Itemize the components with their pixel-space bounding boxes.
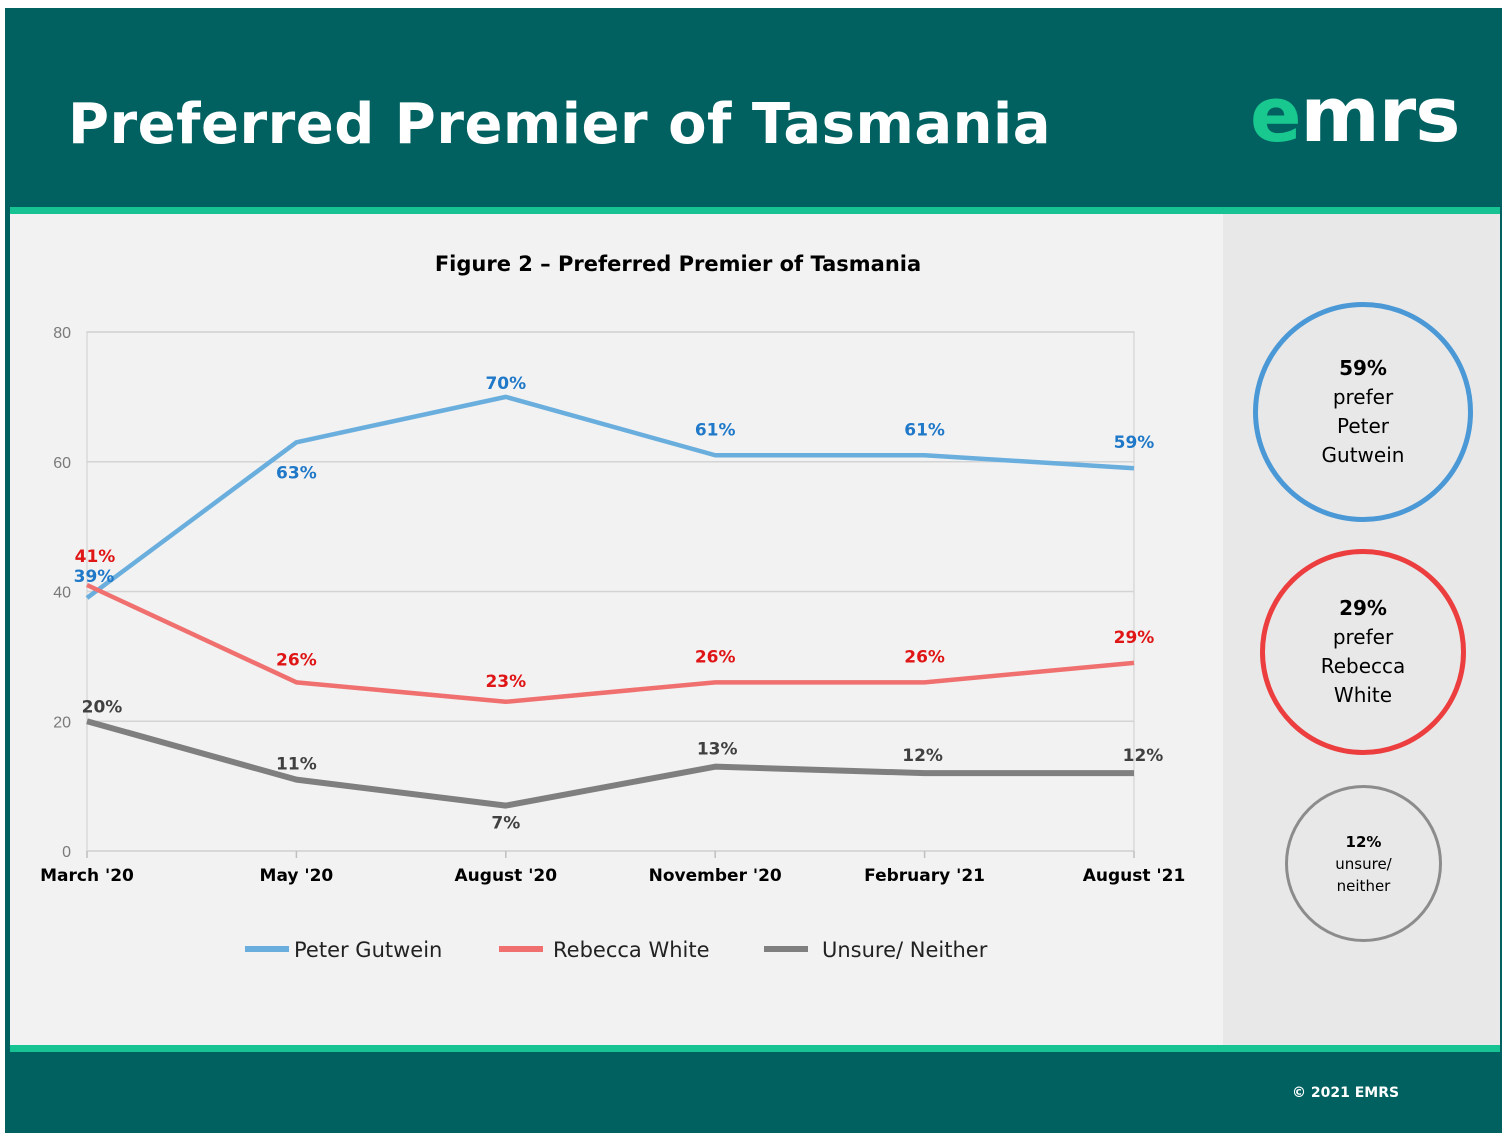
chart-panel (10, 214, 1223, 1045)
x-tick-label: May '20 (260, 866, 334, 886)
bottom-accent-stripe (10, 1045, 1500, 1052)
series-line-1 (86, 582, 1135, 705)
x-axis-ticks: March '20 May '20 August '20 November '20 Fe… (40, 866, 1185, 886)
callout-percent: 59% (1339, 356, 1387, 380)
data-label: 61% (695, 420, 736, 440)
y-tick-label: 20 (53, 714, 71, 731)
callout-percent: 29% (1339, 596, 1387, 620)
legend-label: Rebecca White (553, 938, 710, 962)
x-tick-label: August '21 (1083, 866, 1186, 886)
data-label: 70% (485, 374, 526, 394)
callout-text: White (1333, 683, 1393, 707)
data-label: 13% (697, 740, 738, 760)
series-line-0 (85, 394, 1135, 600)
callout-text: unsure/ (1335, 854, 1392, 873)
data-label: 23% (485, 672, 526, 692)
callout-text: neither (1336, 876, 1391, 895)
logo-rest: mrs (1300, 70, 1461, 159)
y-tick-label: 40 (53, 585, 71, 602)
series-line-2 (86, 718, 1134, 809)
callout-text: prefer (1332, 385, 1394, 409)
logo-accent: e (1250, 70, 1302, 159)
data-label: 63% (276, 463, 317, 483)
callout-text: Rebecca (1320, 654, 1406, 678)
callout-text: prefer (1332, 625, 1394, 649)
chart-series (85, 394, 1135, 809)
data-label: 29% (1114, 628, 1155, 648)
emrs-logo: emrs (1250, 70, 1461, 159)
data-label: 59% (1114, 433, 1155, 453)
chart-title: Figure 2 – Preferred Premier of Tasmania (435, 252, 921, 276)
gutwein-callout: 59% prefer Peter Gutwein (1253, 302, 1473, 522)
data-label: 26% (276, 650, 317, 670)
data-label: 7% (491, 814, 520, 834)
data-label: 26% (904, 647, 945, 667)
legend-label: Peter Gutwein (294, 938, 442, 962)
data-label: 12% (902, 746, 943, 766)
legend-label: Unsure/ Neither (822, 938, 988, 962)
data-label: 20% (82, 697, 123, 717)
callout-text: Peter (1336, 414, 1390, 438)
y-axis-ticks: 0 20 40 60 80 (53, 325, 71, 861)
data-label: 41% (75, 547, 116, 567)
data-label: 61% (904, 420, 945, 440)
unsure-callout: 12% unsure/ neither (1285, 785, 1442, 942)
x-tick-label: February '21 (864, 866, 985, 886)
y-tick-label: 80 (53, 325, 71, 342)
x-tick-label: March '20 (40, 866, 134, 886)
top-accent-stripe (10, 207, 1500, 214)
copyright-text: © 2021 EMRS (1292, 1085, 1400, 1101)
callout-percent: 12% (1345, 832, 1382, 851)
page-title: Preferred Premier of Tasmania (68, 92, 1051, 157)
x-tick-label: August '20 (455, 866, 558, 886)
data-label: 39% (74, 567, 115, 587)
chart-grid (86, 331, 1135, 858)
data-label: 12% (1123, 746, 1164, 766)
chart-legend: Peter Gutwein Rebecca White Unsure/ Neithe… (245, 938, 988, 962)
data-label: 11% (276, 755, 317, 775)
callout-text: Gutwein (1321, 443, 1405, 467)
data-label: 26% (695, 647, 736, 667)
data-labels: 39% 63% 70% 61% 61% 59% 41% 26% 23% 26% 26% 29% 20% 1… (74, 374, 1164, 834)
white-callout: 29% prefer Rebecca White (1260, 549, 1466, 755)
x-tick-label: November '20 (649, 866, 782, 886)
y-tick-label: 0 (62, 844, 71, 861)
y-tick-label: 60 (53, 455, 71, 472)
